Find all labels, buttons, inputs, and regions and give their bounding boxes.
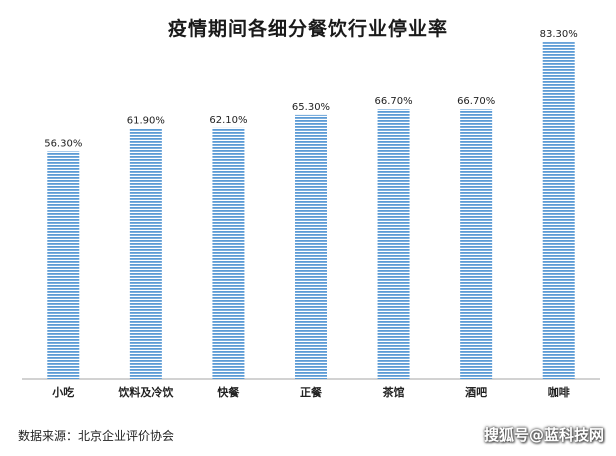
x-tick-label-1: 饮料及冷饮 (117, 385, 174, 399)
bar-1 (129, 128, 162, 379)
x-tick-label-5: 酒吧 (465, 386, 487, 399)
data-label-2: 62.10% (209, 115, 247, 126)
data-label-1: 61.90% (127, 116, 165, 127)
data-label-4: 66.70% (375, 96, 413, 107)
watermark: 搜狐号@蓝科技网 (483, 426, 604, 444)
x-tick-label-6: 咖啡 (548, 385, 570, 399)
x-tick-label-2: 快餐 (216, 385, 240, 399)
bar-3 (295, 114, 327, 380)
source-note: 数据来源：北京企业评价协会 (18, 429, 175, 443)
bar-6 (542, 42, 575, 379)
x-tick-label-3: 正餐 (300, 385, 323, 399)
bar-4 (377, 109, 410, 379)
x-tick-label-4: 茶馆 (382, 385, 405, 399)
bar-5 (460, 109, 493, 379)
bar-0 (47, 151, 80, 379)
x-tick-label-0: 小吃 (51, 385, 74, 399)
data-label-0: 56.30% (44, 138, 82, 149)
data-label-6: 83.30% (540, 29, 578, 40)
data-label-5: 66.70% (457, 96, 495, 107)
data-label-3: 65.30% (292, 102, 330, 113)
bar-2 (212, 127, 245, 379)
chart-title: 疫情期间各细分餐饮行业停业率 (167, 18, 448, 40)
